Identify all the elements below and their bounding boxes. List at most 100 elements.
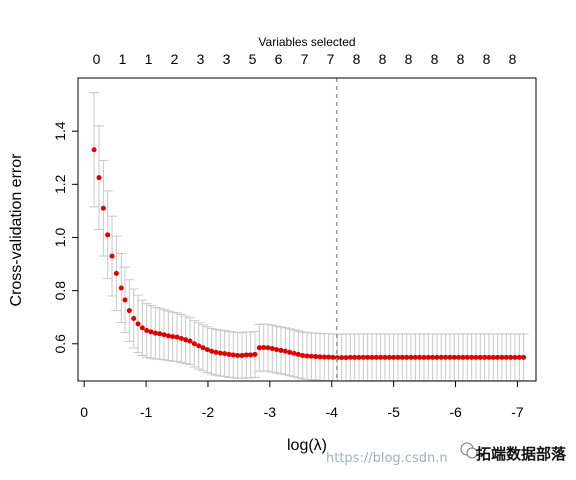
data-point (191, 341, 197, 347)
top-tick-label: 7 (327, 51, 335, 67)
y-tick-label: 0.6 (52, 334, 68, 354)
y-axis: 0.6 0.8 1.0 1.2 1.4 (52, 121, 79, 354)
data-point (360, 354, 366, 360)
data-point (404, 354, 410, 360)
data-point (291, 350, 297, 356)
data-point (508, 354, 514, 360)
y-tick-label: 0.8 (52, 281, 68, 301)
data-point (161, 332, 167, 338)
data-point (425, 354, 431, 360)
data-point (265, 345, 271, 351)
data-point (209, 348, 215, 354)
data-point (187, 338, 193, 344)
y-tick-label: 1.4 (52, 121, 68, 141)
data-point (217, 350, 223, 356)
data-point (395, 354, 401, 360)
data-point (122, 297, 128, 303)
data-point (321, 354, 327, 360)
data-point (339, 355, 345, 361)
data-point (438, 354, 444, 360)
x-tick-label: -4 (326, 404, 339, 420)
top-tick-label: 8 (457, 51, 465, 67)
data-point (451, 354, 457, 360)
data-point (308, 353, 314, 359)
data-point (304, 353, 310, 359)
data-point (512, 354, 518, 360)
x-axis: 0 -1 -2 -3 -4 -5 -6 -7 (80, 380, 524, 420)
data-point (499, 354, 505, 360)
data-point (213, 349, 219, 355)
data-point (295, 351, 301, 357)
top-tick-label: 7 (301, 51, 309, 67)
data-point (456, 354, 462, 360)
data-point (100, 205, 106, 211)
data-point (347, 354, 353, 360)
watermark: https://blog.csdn.n 拓端数据部落 (326, 442, 567, 466)
data-point (139, 325, 145, 331)
top-tick-label: 8 (431, 51, 439, 67)
data-point (109, 253, 115, 259)
data-point (326, 354, 332, 360)
data-point (261, 345, 267, 351)
data-point (373, 354, 379, 360)
data-point (131, 316, 137, 322)
top-tick-label: 8 (353, 51, 361, 67)
data-point (356, 354, 362, 360)
watermark-url: https://blog.csdn.n (326, 451, 448, 466)
data-point (126, 308, 132, 314)
data-point (477, 354, 483, 360)
data-point (230, 352, 236, 358)
data-point (105, 232, 111, 238)
data-point (434, 354, 440, 360)
data-point (282, 348, 288, 354)
data-point (482, 354, 488, 360)
top-axis: 0 1 1 2 3 3 5 6 7 7 8 8 8 8 8 8 8 (93, 51, 517, 67)
top-tick-label: 0 (93, 51, 101, 67)
top-tick-label: 2 (171, 51, 179, 67)
data-point (256, 345, 262, 351)
top-tick-label: 3 (197, 51, 205, 67)
data-point (183, 337, 189, 343)
data-point (226, 351, 232, 357)
data-point (135, 321, 141, 327)
data-point (430, 354, 436, 360)
data-point (352, 354, 358, 360)
data-point (369, 354, 375, 360)
top-tick-label: 8 (509, 51, 517, 67)
data-point (269, 346, 275, 352)
data-point (278, 347, 284, 353)
data-point (317, 354, 323, 360)
data-point (486, 354, 492, 360)
data-point (235, 352, 241, 358)
y-tick-label: 1.2 (52, 174, 68, 194)
top-axis-title: Variables selected (258, 35, 355, 49)
data-point (378, 354, 384, 360)
x-tick-label: -5 (387, 404, 400, 420)
data-point (165, 333, 171, 339)
data-point (170, 334, 176, 340)
data-point (148, 329, 154, 335)
data-point (252, 351, 258, 357)
data-point (464, 354, 470, 360)
data-point (243, 352, 249, 358)
data-point (443, 354, 449, 360)
top-tick-label: 1 (119, 51, 127, 67)
top-tick-label: 8 (483, 51, 491, 67)
wechat-icon (460, 442, 478, 459)
data-point (343, 355, 349, 361)
points-layer (91, 147, 527, 361)
data-point (503, 354, 509, 360)
data-point (408, 354, 414, 360)
top-tick-label: 1 (145, 51, 153, 67)
data-point (300, 352, 306, 358)
data-point (417, 354, 423, 360)
data-point (274, 347, 280, 353)
top-tick-label: 8 (379, 51, 387, 67)
data-point (490, 354, 496, 360)
data-point (365, 354, 371, 360)
data-point (222, 351, 228, 357)
data-point (248, 352, 254, 358)
data-point (313, 354, 319, 360)
